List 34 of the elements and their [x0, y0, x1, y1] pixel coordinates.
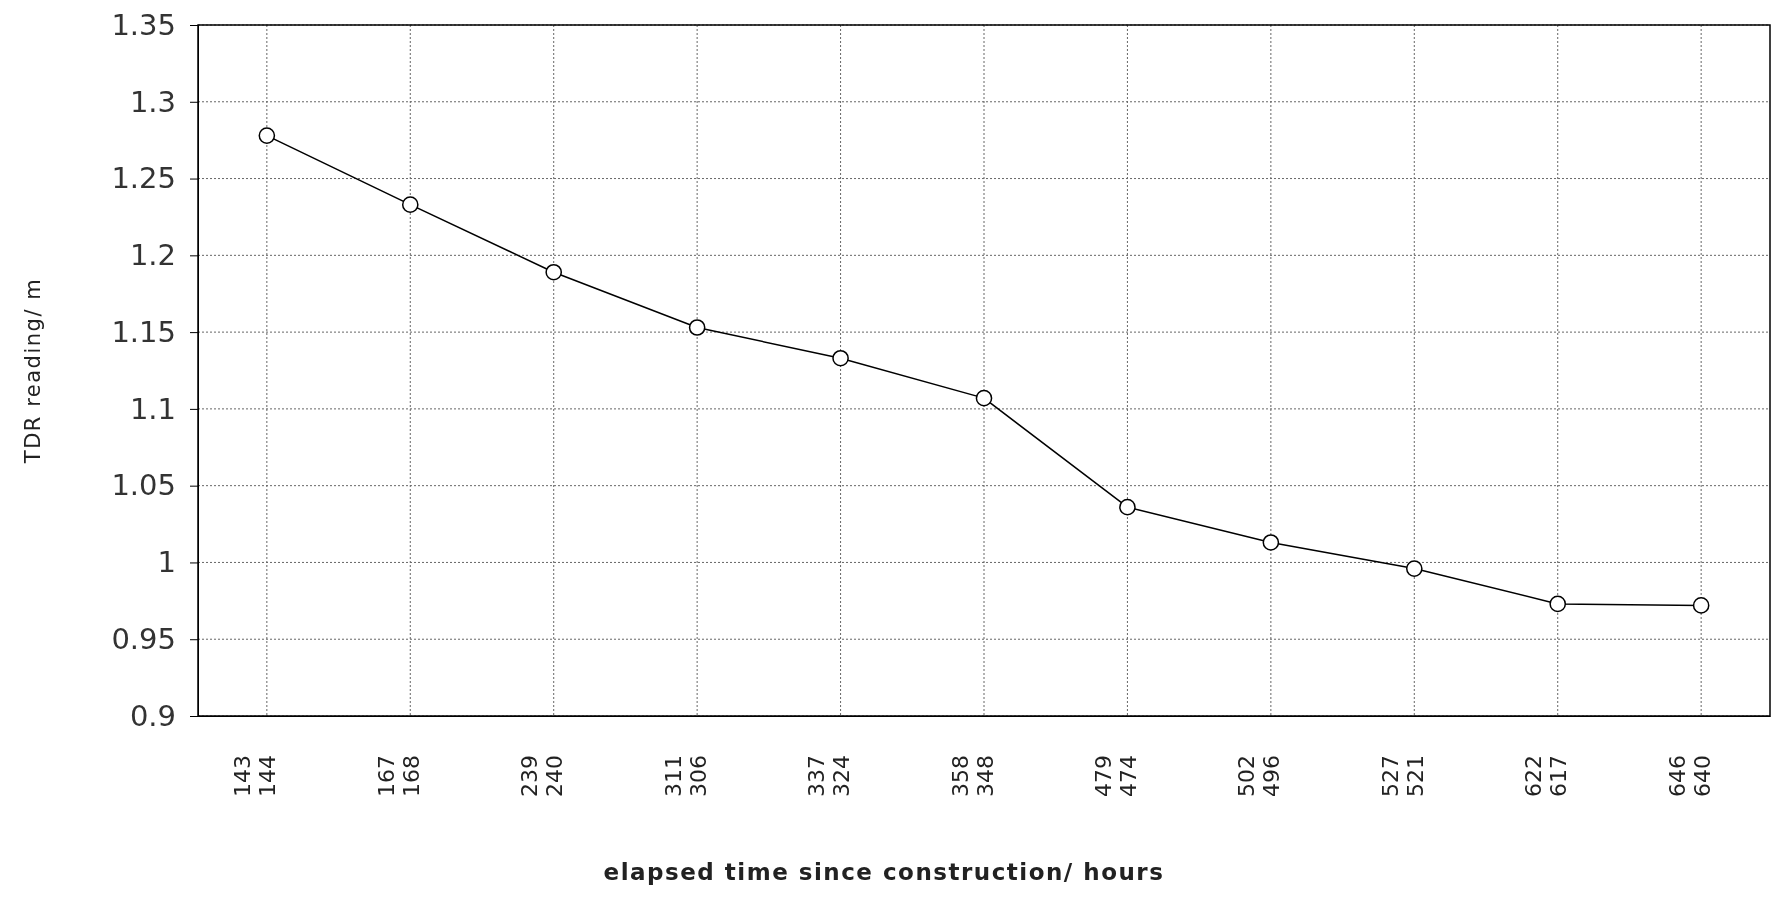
- y-tick-label: 1.05: [111, 468, 176, 503]
- point: [401, 196, 419, 213]
- x-tick-label: 239 240: [517, 755, 568, 797]
- x-tick-label: 311 306: [660, 755, 711, 797]
- x-tick-label: 622 617: [1521, 755, 1572, 797]
- y-tick-label: 0.95: [111, 622, 176, 656]
- point: [1405, 560, 1423, 577]
- point: [1262, 534, 1280, 551]
- x-tick-label: 527 521: [1377, 755, 1428, 797]
- point: [1119, 498, 1136, 516]
- y-tick-label: 1.2: [129, 238, 176, 273]
- y-tick-label: 1: [157, 545, 176, 580]
- point: [975, 389, 993, 407]
- point: [1549, 595, 1567, 613]
- point: [545, 263, 563, 281]
- x-tick-label: 479 474: [1090, 755, 1141, 797]
- x-tick-label: 646 640: [1664, 755, 1715, 797]
- y-tick-label: 1.1: [129, 391, 176, 426]
- y-tick-label: 1.25: [111, 161, 176, 196]
- point: [258, 127, 276, 144]
- point: [1692, 597, 1710, 614]
- y-tick-label: 1.35: [111, 7, 176, 42]
- x-axis-title: elapsed time since construction/ hours: [603, 859, 1165, 885]
- x-tick-label: 337 324: [804, 755, 855, 797]
- x-tick-label: 167 168: [373, 755, 424, 797]
- y-tick-label: 1.15: [111, 314, 176, 349]
- x-tick-label: 143 144: [230, 755, 281, 797]
- point: [688, 319, 706, 336]
- y-tick-label: 0.9: [129, 698, 176, 733]
- x-tick-label: 502 496: [1234, 755, 1285, 797]
- y-tick-label: 1.3: [129, 84, 176, 119]
- x-tick-label: 358 348: [947, 755, 998, 797]
- point: [832, 349, 849, 367]
- y-axis-title: TDR reading/ m: [21, 277, 45, 465]
